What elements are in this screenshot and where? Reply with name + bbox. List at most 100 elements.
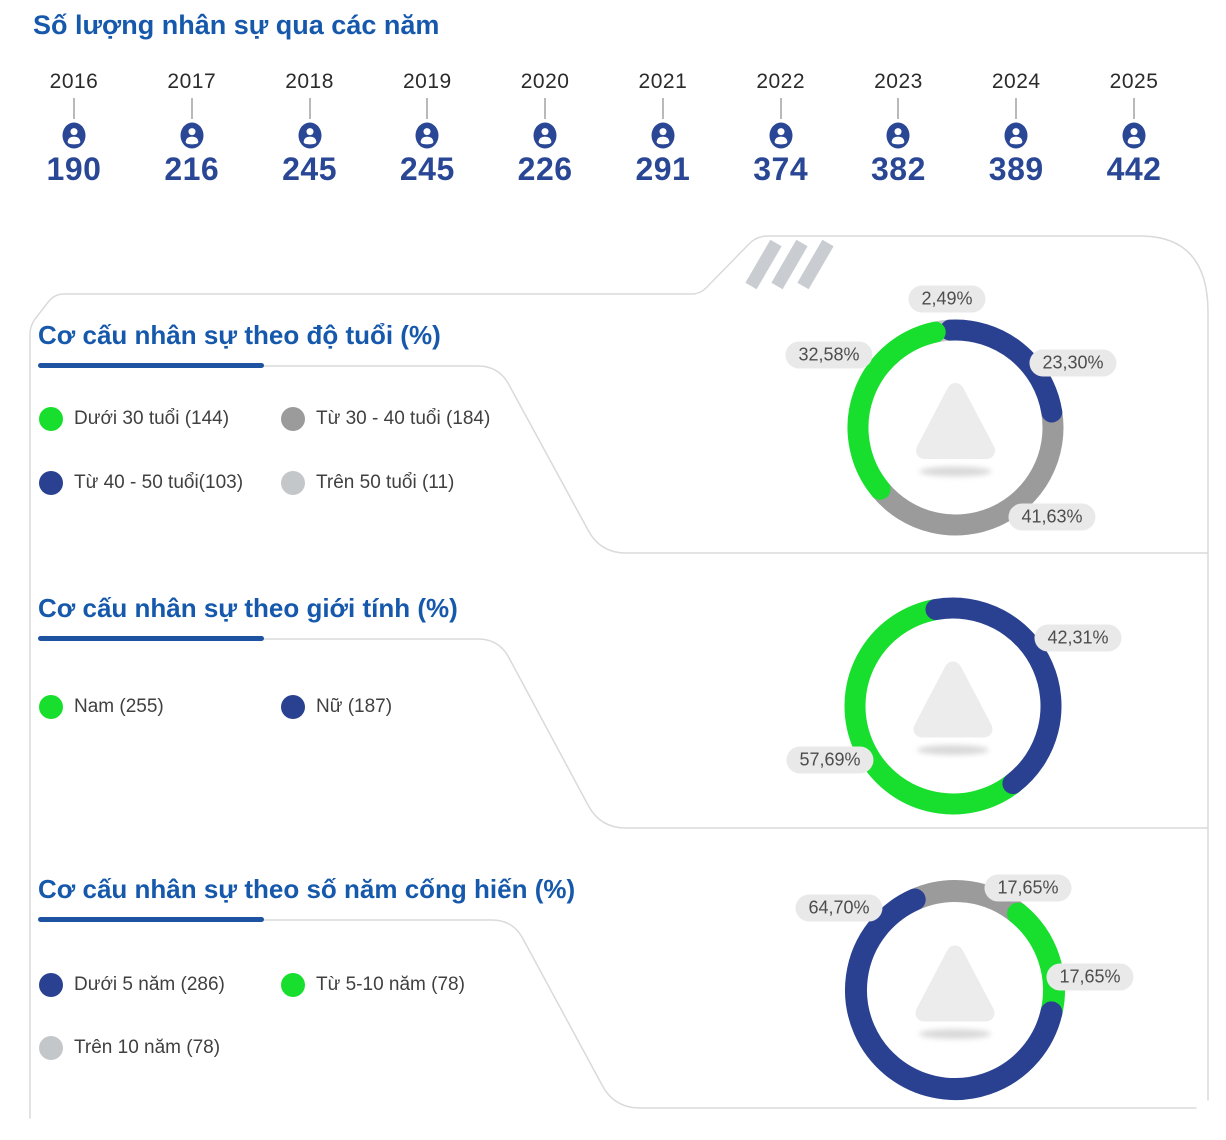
percent-label: 57,69% <box>786 746 874 774</box>
headcount-value: 216 <box>164 151 220 187</box>
person-icon <box>180 122 204 149</box>
section-title-gender: Cơ cấu nhân sự theo giới tính (%) <box>38 593 458 623</box>
timeline-year-column: 2025 442 <box>1079 70 1189 188</box>
headcount-value: 374 <box>753 151 809 187</box>
triangle-icon <box>915 382 995 459</box>
legend-item: Nữ (187) <box>281 694 392 720</box>
legend-color-dot <box>39 1036 63 1060</box>
headcount-value: 442 <box>1106 151 1162 187</box>
headcount-value: 226 <box>517 151 573 187</box>
legend-label: Dưới 30 tuổi (144) <box>74 408 230 429</box>
legend-color-dot <box>281 695 305 719</box>
legend-label: Dưới 5 năm (286) <box>74 974 225 995</box>
percent-label: 2,49% <box>908 285 986 313</box>
legend-item: Dưới 5 năm (286) <box>39 972 225 998</box>
triangle-icon <box>913 661 993 738</box>
triangle-shadow <box>919 466 991 476</box>
percent-label: 32,58% <box>785 341 873 369</box>
legend-item: Nam (255) <box>39 694 164 720</box>
person-icon <box>415 122 439 149</box>
legend-label: Trên 50 tuổi (11) <box>316 472 455 493</box>
year-label: 2020 <box>520 70 570 93</box>
year-label: 2016 <box>49 70 99 93</box>
connector-line <box>426 98 429 119</box>
timeline-year-column: 2020 226 <box>490 70 600 188</box>
legend-color-dot <box>39 471 63 495</box>
person-icon <box>62 122 86 149</box>
headcount-value: 190 <box>46 151 102 187</box>
headcount-value: 382 <box>871 151 926 187</box>
headcount-value: 245 <box>399 151 455 187</box>
legend-item: Trên 50 tuổi (11) <box>281 470 454 496</box>
legend-label: Trên 10 năm (78) <box>74 1037 221 1058</box>
timeline-year-column: 2016 190 <box>19 70 129 188</box>
timeline-year-column: 2024 389 <box>961 70 1071 188</box>
timeline-year-column: 2019 245 <box>372 70 482 188</box>
timeline-year-column: 2021 291 <box>608 70 718 188</box>
year-label: 2022 <box>756 70 806 93</box>
year-label: 2021 <box>638 70 688 93</box>
person-icon <box>533 122 557 149</box>
legend-label: Nam (255) <box>74 696 164 717</box>
connector-line <box>73 98 75 119</box>
year-label: 2017 <box>167 70 217 93</box>
legend-color-dot <box>39 695 63 719</box>
headcount-value: 291 <box>635 151 691 187</box>
person-icon <box>298 122 322 149</box>
triangle-shadow <box>919 1029 991 1039</box>
page-title: Số lượng nhân sự qua các năm <box>33 10 440 40</box>
person-icon <box>1004 122 1028 149</box>
donut-segment <box>1007 902 1065 1024</box>
connector-line <box>1133 98 1136 119</box>
connector-line <box>308 98 311 119</box>
section1-divider <box>263 365 1209 554</box>
legend-color-dot <box>281 973 305 997</box>
timeline-year-column: 2022 374 <box>726 70 836 188</box>
headcount-value: 389 <box>988 151 1044 187</box>
percent-label: 23,30% <box>1029 349 1117 377</box>
percent-label: 17,65% <box>984 874 1072 902</box>
donut-segment <box>845 888 1063 1100</box>
percent-label: 42,31% <box>1034 624 1122 652</box>
timeline-year-column: 2018 245 <box>255 70 365 188</box>
timeline-year-column: 2017 216 <box>137 70 247 188</box>
connector-line <box>190 98 193 119</box>
outer-panel-outline <box>29 235 1209 1119</box>
year-label: 2019 <box>402 70 452 93</box>
section-title-age: Cơ cấu nhân sự theo độ tuổi (%) <box>38 320 441 350</box>
legend-item: Từ 40 - 50 tuổi(103) <box>39 470 243 496</box>
donut-segment <box>939 319 1062 422</box>
person-icon <box>769 122 793 149</box>
donut-chart <box>844 597 1062 815</box>
donut-segment <box>910 880 1026 923</box>
section3-divider <box>263 919 1197 1109</box>
donut-segment <box>871 409 1063 535</box>
person-icon <box>651 122 675 149</box>
year-label: 2018 <box>285 70 334 93</box>
section-title-gender-underline <box>38 636 264 641</box>
legend-label: Từ 40 - 50 tuổi(103) <box>74 472 244 493</box>
year-label: 2024 <box>991 70 1041 93</box>
legend-item: Từ 30 - 40 tuổi (184) <box>281 406 490 432</box>
hash-marks-icon <box>745 239 834 290</box>
person-icon <box>886 122 910 149</box>
legend-item: Từ 5-10 năm (78) <box>281 972 465 998</box>
section2-divider <box>263 638 1209 829</box>
legend-color-dot <box>39 407 63 431</box>
legend-color-dot <box>39 973 63 997</box>
legend-label: Từ 5-10 năm (78) <box>316 974 465 995</box>
section-title-age-underline <box>38 363 264 368</box>
section-title-tenure-underline <box>38 917 264 922</box>
donut-segment <box>847 321 946 500</box>
legend-color-dot <box>281 471 305 495</box>
legend-item: Trên 10 năm (78) <box>39 1035 220 1061</box>
donut-chart <box>845 880 1065 1100</box>
connector-line <box>897 98 900 119</box>
section-title-tenure: Cơ cấu nhân sự theo số năm cống hiến (%) <box>38 874 576 904</box>
timeline-year-column: 2023 382 <box>843 70 953 188</box>
donut-chart <box>847 319 1063 535</box>
legend-label: Nữ (187) <box>316 696 393 717</box>
percent-label: 64,70% <box>795 894 883 922</box>
legend-color-dot <box>281 407 305 431</box>
